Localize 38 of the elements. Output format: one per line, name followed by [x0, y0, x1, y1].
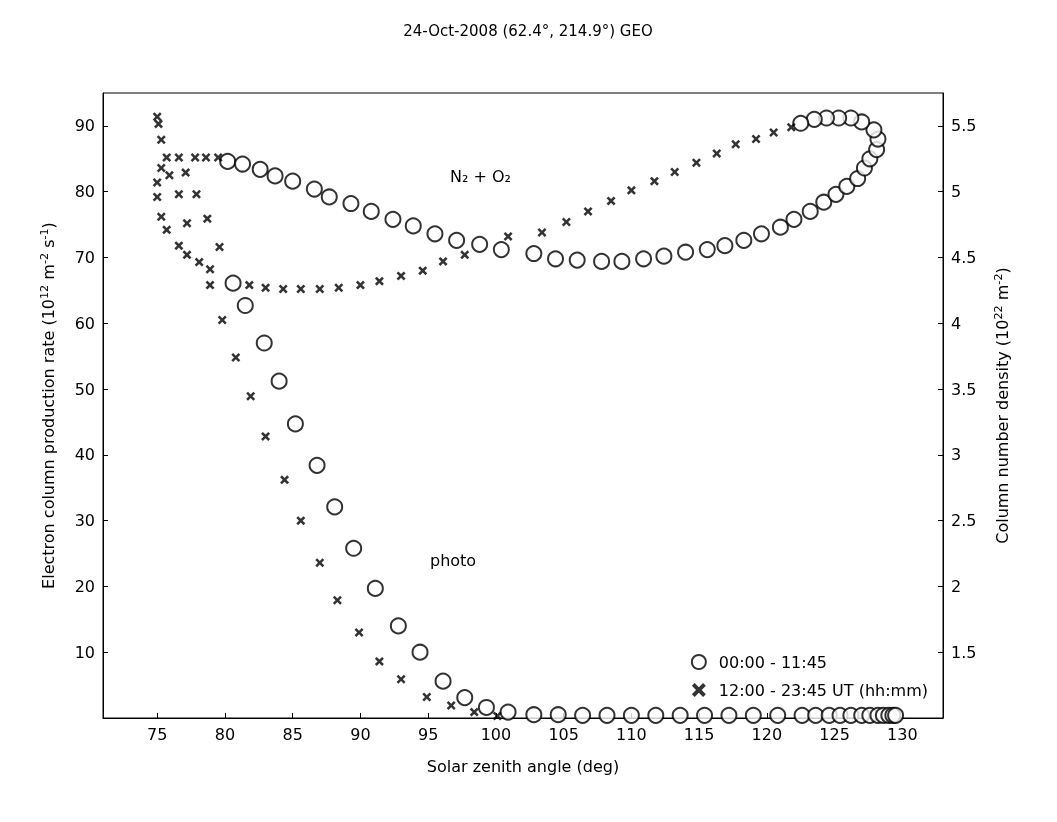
x-tick-label: 105 — [548, 724, 579, 744]
y2-tick-label: 4.5 — [951, 247, 977, 267]
x-tick-label: 130 — [887, 724, 918, 744]
x-tick-label: 115 — [683, 724, 715, 744]
y2-tick-label: 3.5 — [951, 379, 977, 399]
y-tick-label: 60 — [74, 313, 95, 333]
y2-tick-label: 5 — [951, 182, 962, 202]
x-axis-title: Solar zenith angle (deg) — [426, 756, 620, 776]
y2-tick-label: 3 — [951, 445, 962, 465]
y2-tick-label: 1.5 — [951, 642, 977, 662]
y2-tick-label: 2 — [951, 576, 962, 596]
y-tick-label: 50 — [74, 379, 95, 399]
y-axis-title: Electron column production rate (1012 m-2 s-1) — [38, 222, 58, 589]
y-tick-label: 70 — [74, 247, 95, 267]
y-tick-label: 20 — [74, 576, 95, 596]
y2-tick-label: 5.5 — [951, 116, 977, 136]
annotation: photo — [430, 550, 477, 570]
x-tick-label: 75 — [147, 724, 168, 744]
legend-label: 12:00 - 23:45 UT (hh:mm) — [718, 680, 929, 700]
y2-tick-label: 2.5 — [951, 511, 977, 531]
x-tick-label: 95 — [417, 724, 439, 744]
y2-axis-title: Column number density (1022 m-2) — [992, 267, 1012, 544]
annotation: N₂ + O₂ — [450, 166, 511, 186]
x-tick-label: 120 — [751, 724, 783, 744]
y-tick-label: 30 — [74, 511, 95, 531]
x-tick-label: 110 — [616, 724, 647, 744]
x-tick-label: 100 — [480, 724, 512, 744]
x-tick-label: 80 — [214, 724, 236, 744]
x-tick-label: 90 — [350, 724, 371, 744]
x-tick-label: 85 — [282, 724, 303, 744]
x-tick-label: 125 — [819, 724, 850, 744]
y2-tick-label: 4 — [951, 313, 962, 333]
y-tick-label: 90 — [74, 116, 95, 136]
y-tick-label: 80 — [74, 182, 95, 202]
legend-label: 00:00 - 11:45 — [718, 652, 828, 672]
y-tick-label: 40 — [74, 445, 95, 465]
y-tick-label: 10 — [74, 642, 95, 662]
chart-title: 24-Oct-2008 (62.4°, 214.9°) GEO — [403, 21, 653, 40]
